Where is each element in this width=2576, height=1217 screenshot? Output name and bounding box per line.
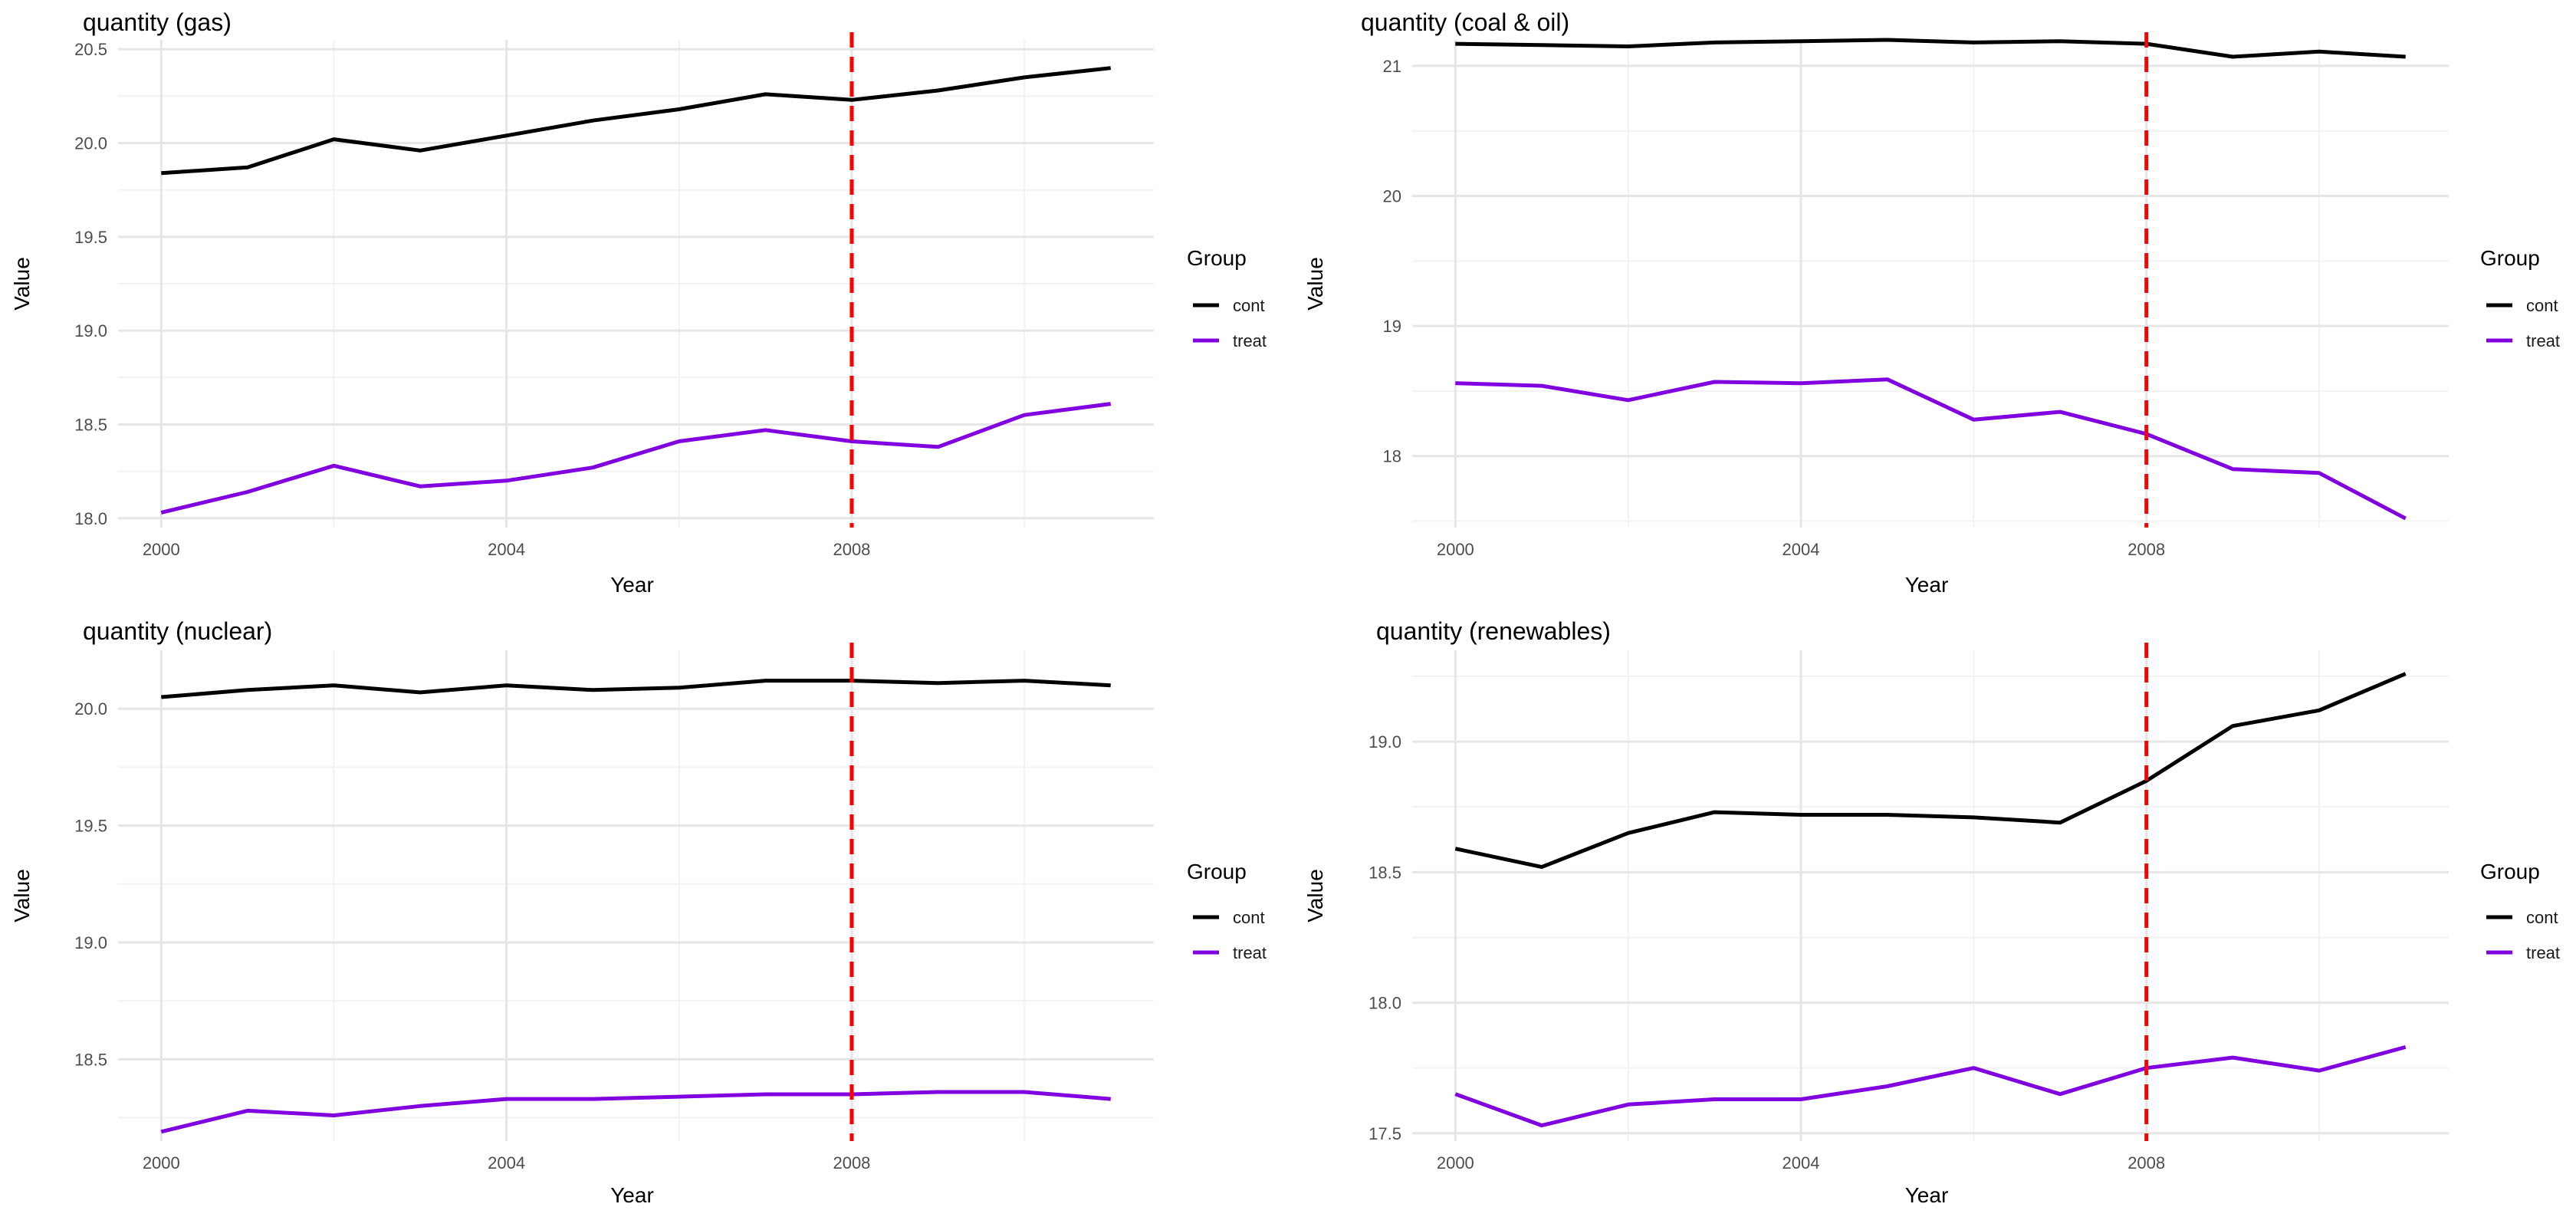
y-tick-label: 18.0 — [74, 509, 107, 528]
x-tick-label: 2000 — [1437, 1153, 1474, 1173]
y-tick-label: 18.5 — [1368, 863, 1401, 882]
y-tick-label: 20.0 — [74, 699, 107, 719]
x-axis-label: Year — [610, 573, 654, 597]
series-line-cont — [1455, 38, 2406, 59]
legend-label-cont: cont — [1233, 908, 1265, 927]
legend-label-treat: treat — [2526, 331, 2560, 350]
series-line-cont — [161, 66, 1111, 176]
series-line-cont — [1454, 672, 2407, 870]
y-axis-label: Value — [1303, 869, 1327, 923]
legend-title: Group — [2480, 860, 2540, 883]
legend: Group cont treat — [2480, 246, 2560, 350]
legend-label-treat: treat — [1233, 943, 1267, 962]
chart-panel-3: 2000 2004 2008 17.5 18.0 18.5 19.0 quantity (re… — [1303, 617, 2560, 1207]
y-tick-label: 19.5 — [74, 228, 107, 247]
legend: Group cont treat — [1187, 860, 1267, 962]
x-tick-label: 2008 — [2128, 1153, 2165, 1173]
x-axis-label: Year — [610, 1183, 654, 1207]
y-tick-label: 19.0 — [74, 321, 107, 340]
legend-label-treat: treat — [1233, 331, 1267, 350]
y-tick-label: 21 — [1383, 57, 1401, 76]
legend-label-cont: cont — [1233, 296, 1265, 315]
chart-panel-2: 2000 2004 2008 18.5 19.0 19.5 20.0 quantity (nu… — [10, 617, 1267, 1207]
y-axis-label: Value — [1303, 257, 1327, 311]
y-tick-label: 18.5 — [74, 415, 107, 434]
y-tick-label: 17.5 — [1368, 1124, 1401, 1143]
y-tick-label: 20.5 — [74, 40, 107, 59]
legend-title: Group — [2480, 246, 2540, 270]
y-tick-label: 19.0 — [74, 933, 107, 952]
y-axis-label: Value — [10, 869, 34, 923]
series-line-treat — [1454, 1044, 2407, 1128]
x-tick-label: 2000 — [1437, 540, 1474, 559]
y-tick-label: 20.0 — [74, 134, 107, 153]
y-tick-label: 18 — [1383, 447, 1401, 466]
y-tick-label: 19.0 — [1368, 732, 1401, 752]
x-tick-label: 2004 — [488, 1153, 525, 1173]
chart-title: quantity (nuclear) — [83, 617, 272, 645]
legend: Group cont treat — [1187, 246, 1267, 350]
x-tick-label: 2000 — [143, 1153, 180, 1173]
x-tick-label: 2008 — [2128, 540, 2165, 559]
legend-title: Group — [1187, 860, 1247, 883]
x-axis-label: Year — [1905, 1183, 1949, 1207]
x-tick-label: 2004 — [1783, 1153, 1820, 1173]
y-tick-label: 18.0 — [1368, 994, 1401, 1013]
chart-panel-1: 2000 2004 2008 18 19 20 21 quantity (coal & oil… — [1303, 8, 2560, 597]
y-tick-label: 18.5 — [74, 1050, 107, 1069]
legend-label-cont: cont — [2526, 908, 2558, 927]
y-tick-label: 19.5 — [74, 817, 107, 836]
chart-panel-0: 2000 2004 2008 18.0 18.5 19.0 19.5 20.0 20.5 quan… — [10, 8, 1267, 597]
chart-title: quantity (gas) — [83, 8, 232, 36]
series-line-treat — [160, 1090, 1111, 1134]
legend-title: Group — [1187, 246, 1247, 270]
y-tick-label: 19 — [1383, 317, 1401, 336]
y-tick-label: 20 — [1383, 187, 1401, 206]
x-tick-label: 2004 — [488, 540, 525, 559]
legend-label-cont: cont — [2526, 296, 2558, 315]
series-line-treat — [1455, 377, 2407, 521]
legend: Group cont treat — [2480, 860, 2560, 962]
chart-title: quantity (coal & oil) — [1361, 8, 1569, 36]
x-tick-label: 2000 — [143, 540, 180, 559]
legend-label-treat: treat — [2526, 943, 2560, 962]
series-line-treat — [160, 402, 1112, 515]
series-line-cont — [161, 679, 1111, 699]
chart-title: quantity (renewables) — [1376, 617, 1611, 645]
x-tick-label: 2008 — [833, 1153, 870, 1173]
x-axis-label: Year — [1905, 573, 1949, 597]
x-tick-label: 2008 — [833, 540, 870, 559]
y-axis-label: Value — [10, 257, 34, 311]
x-tick-label: 2004 — [1783, 540, 1820, 559]
